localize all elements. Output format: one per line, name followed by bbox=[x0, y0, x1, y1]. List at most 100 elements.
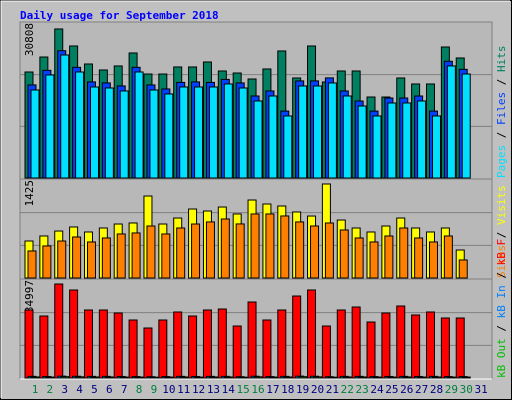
bar bbox=[321, 325, 331, 379]
bar bbox=[104, 376, 114, 379]
bar bbox=[75, 71, 85, 179]
bar bbox=[327, 82, 337, 179]
bar bbox=[104, 87, 114, 179]
bar bbox=[232, 325, 242, 379]
bar bbox=[298, 85, 308, 179]
bar bbox=[417, 376, 427, 379]
bar bbox=[72, 236, 82, 279]
bar bbox=[176, 227, 186, 279]
x-tick-label: 6 bbox=[106, 383, 113, 396]
bar bbox=[89, 376, 99, 379]
x-tick-label: 9 bbox=[151, 383, 158, 396]
bar bbox=[253, 100, 263, 179]
bar bbox=[277, 309, 287, 379]
x-tick-label: 3 bbox=[61, 383, 68, 396]
x-tick-label: 18 bbox=[281, 383, 294, 396]
x-tick-label: 23 bbox=[356, 383, 369, 396]
bar bbox=[292, 295, 302, 379]
bar bbox=[446, 65, 456, 179]
bar bbox=[253, 376, 263, 379]
x-tick-label: 30 bbox=[460, 383, 473, 396]
bar bbox=[443, 235, 453, 279]
bar bbox=[98, 309, 108, 379]
bar bbox=[250, 213, 260, 279]
bar bbox=[119, 90, 129, 179]
bar bbox=[268, 95, 278, 179]
y-tick-label: 1425 bbox=[23, 180, 36, 207]
bar bbox=[54, 283, 64, 379]
bar bbox=[461, 73, 471, 179]
bar bbox=[366, 321, 376, 379]
bar bbox=[381, 312, 391, 379]
bar bbox=[354, 237, 364, 279]
bar bbox=[238, 87, 248, 179]
bar bbox=[208, 86, 218, 179]
legend-entry: Files bbox=[495, 92, 508, 125]
bar bbox=[280, 215, 290, 279]
bar bbox=[342, 95, 352, 179]
y-tick-label: 30808 bbox=[23, 23, 36, 56]
legend-entry: Sites bbox=[495, 245, 508, 278]
legend-separator: / bbox=[495, 265, 508, 285]
bar bbox=[372, 376, 382, 379]
x-tick-label: 26 bbox=[400, 383, 413, 396]
chart-title: Daily usage for September 2018 bbox=[20, 9, 219, 22]
x-tick-label: 31 bbox=[474, 383, 487, 396]
bar bbox=[336, 309, 346, 379]
x-tick-label: 15 bbox=[237, 383, 250, 396]
bar bbox=[60, 54, 70, 179]
x-tick-label: 7 bbox=[121, 383, 128, 396]
x-tick-label: 29 bbox=[445, 383, 458, 396]
x-tick-label: 21 bbox=[326, 383, 339, 396]
bar bbox=[205, 221, 215, 279]
bar bbox=[24, 309, 34, 379]
bar bbox=[179, 376, 189, 379]
bar bbox=[417, 100, 427, 179]
x-tick-label: 10 bbox=[162, 383, 175, 396]
bar bbox=[149, 89, 159, 179]
legend-entry: kB In bbox=[495, 285, 508, 318]
legend-entry: kB F bbox=[495, 239, 508, 266]
bar bbox=[396, 305, 406, 379]
bar bbox=[431, 376, 441, 379]
bar bbox=[134, 71, 144, 179]
x-tick-label: 12 bbox=[192, 383, 205, 396]
bar bbox=[75, 376, 85, 379]
x-tick-label: 27 bbox=[415, 383, 428, 396]
bar bbox=[283, 115, 293, 179]
bar bbox=[131, 232, 141, 279]
bar bbox=[143, 327, 153, 379]
bar bbox=[440, 317, 450, 379]
x-tick-label: 22 bbox=[341, 383, 354, 396]
x-tick-label: 4 bbox=[76, 383, 83, 396]
bar bbox=[387, 102, 397, 179]
bar bbox=[298, 376, 308, 379]
bar bbox=[223, 376, 233, 379]
x-tick-label: 28 bbox=[430, 383, 443, 396]
bar bbox=[217, 308, 227, 379]
bar bbox=[27, 250, 37, 279]
x-tick-label: 17 bbox=[266, 383, 279, 396]
x-tick-label: 13 bbox=[207, 383, 220, 396]
bar bbox=[173, 311, 183, 379]
bar bbox=[357, 105, 367, 179]
bar bbox=[387, 376, 397, 379]
bar bbox=[161, 233, 171, 279]
bar bbox=[30, 376, 40, 379]
bar bbox=[339, 229, 349, 279]
bar bbox=[324, 222, 334, 279]
x-tick-label: 2 bbox=[47, 383, 54, 396]
bar bbox=[295, 221, 305, 279]
x-tick-label: 24 bbox=[370, 383, 384, 396]
bar bbox=[101, 237, 111, 279]
x-tick-label: 20 bbox=[311, 383, 324, 396]
bar bbox=[146, 225, 156, 279]
bar bbox=[458, 259, 468, 279]
bar bbox=[446, 376, 456, 379]
bar bbox=[158, 319, 168, 379]
bar bbox=[134, 376, 144, 379]
bar bbox=[414, 237, 424, 279]
bar bbox=[369, 241, 379, 279]
